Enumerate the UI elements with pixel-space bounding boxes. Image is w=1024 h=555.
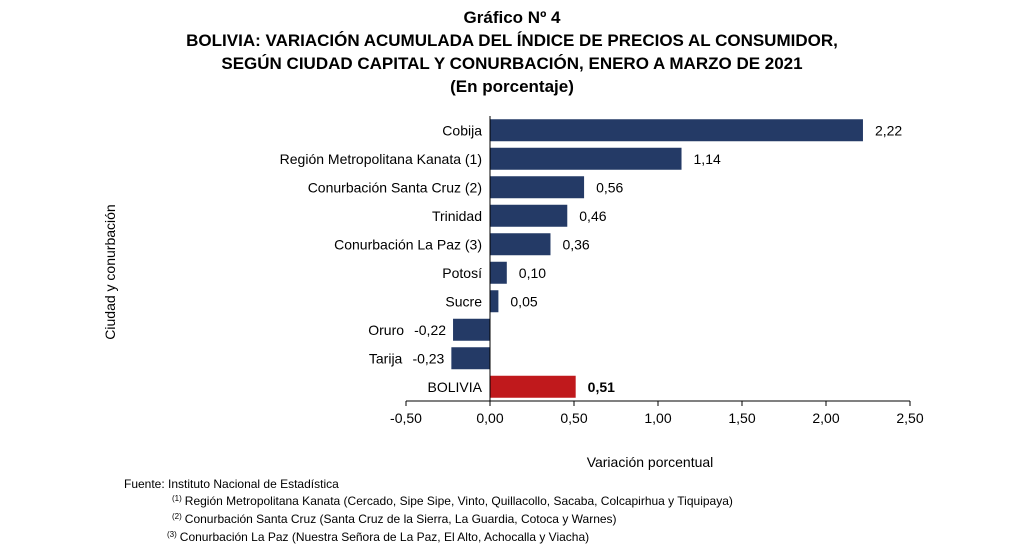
y-axis-title: Ciudad y conurbación [102, 204, 118, 339]
category-label: Trinidad [432, 208, 482, 224]
bar [490, 261, 507, 284]
data-label: 0,51 [588, 379, 615, 395]
chart-title-line3: SEGÚN CIUDAD CAPITAL Y CONURBACIÓN, ENER… [221, 54, 803, 73]
bar [453, 318, 490, 341]
category-label: Sucre [445, 293, 482, 309]
x-tick-label: 0,00 [476, 410, 503, 426]
footnote-1-text: Región Metropolitana Kanata (Cercado, Si… [184, 494, 733, 508]
footnote-3: (3) Conurbación La Paz (Nuestra Señora de… [167, 530, 589, 544]
category-label: Cobija [442, 122, 482, 138]
bar [451, 347, 490, 370]
footnote-3-text: Conurbación La Paz (Nuestra Señora de La… [179, 530, 590, 544]
category-label: Tarija [369, 350, 403, 366]
data-label: 0,36 [562, 236, 589, 252]
chart-subtitle: (En porcentaje) [450, 77, 574, 96]
chart-title-line2: BOLIVIA: VARIACIÓN ACUMULADA DEL ÍNDICE … [186, 31, 838, 50]
bar [490, 147, 682, 170]
bar [490, 119, 863, 142]
x-axis-title: Variación porcentual [587, 454, 714, 470]
x-tick-label: 1,50 [728, 410, 755, 426]
data-label: 2,22 [875, 122, 902, 138]
data-label: -0,23 [412, 350, 444, 366]
bar [490, 204, 568, 227]
x-tick-label: 2,00 [812, 410, 839, 426]
data-label: 0,56 [596, 179, 623, 195]
data-label: 1,14 [694, 151, 721, 167]
category-label: Conurbación La Paz (3) [334, 236, 482, 252]
bar [490, 375, 576, 398]
category-label: BOLIVIA [428, 379, 483, 395]
footnote-2-text: Conurbación Santa Cruz (Santa Cruz de la… [184, 512, 617, 526]
category-label: Oruro [368, 322, 404, 338]
x-tick-label: 1,00 [644, 410, 671, 426]
x-tick-label: 2,50 [896, 410, 923, 426]
chart-titles: Gráfico Nº 4 BOLIVIA: VARIACIÓN ACUMULAD… [0, 6, 1024, 98]
x-tick-label: 0,50 [560, 410, 587, 426]
x-tick-label: -0,50 [390, 410, 422, 426]
data-label: 0,46 [579, 208, 606, 224]
footnote-1: (1) Región Metropolitana Kanata (Cercado,… [172, 494, 733, 508]
data-label: -0,22 [414, 322, 446, 338]
source-note: Fuente: Instituto Nacional de Estadístic… [124, 477, 339, 491]
data-label: 0,05 [510, 293, 537, 309]
footnote-2-mark: (2) [172, 512, 182, 521]
bar [490, 233, 551, 256]
data-label: 0,10 [519, 265, 546, 281]
bar [490, 176, 585, 199]
footnote-2: (2) Conurbación Santa Cruz (Santa Cruz de… [172, 512, 617, 526]
chart-title-line1: Gráfico Nº 4 [463, 8, 561, 27]
footnote-1-mark: (1) [172, 494, 182, 503]
category-label: Conurbación Santa Cruz (2) [308, 179, 482, 195]
bar [490, 290, 499, 313]
footnote-3-mark: (3) [167, 530, 177, 539]
category-label: Región Metropolitana Kanata (1) [280, 151, 482, 167]
category-label: Potosí [442, 265, 482, 281]
